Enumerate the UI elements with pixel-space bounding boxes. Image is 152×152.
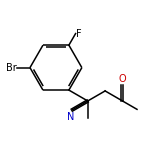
Text: F: F bbox=[76, 29, 82, 39]
Text: O: O bbox=[119, 74, 126, 84]
Text: N: N bbox=[67, 112, 75, 121]
Text: Br: Br bbox=[6, 63, 17, 73]
